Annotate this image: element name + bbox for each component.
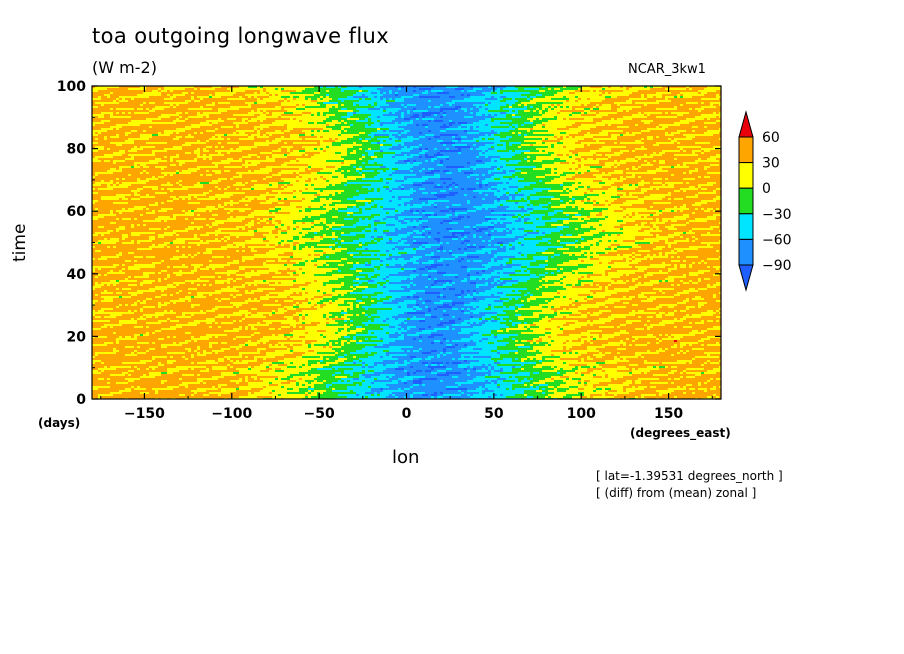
x-axis-units: (degrees_east) [630, 426, 731, 440]
colorbar-label: 30 [762, 156, 780, 172]
model-label: NCAR_3kw1 [628, 62, 706, 77]
colorbar-top-arrow [738, 110, 754, 138]
colorbar-label: −30 [762, 207, 792, 223]
x-tick-label: −100 [211, 406, 252, 422]
y-tick-label: 20 [67, 329, 87, 345]
colorbar-label: −60 [762, 232, 792, 248]
x-axis: −150 −100 −50 0 50 100 150 [100, 86, 713, 422]
y-tick-label: 40 [67, 267, 87, 283]
colorbar-segment [738, 162, 754, 189]
colorbar-bottom-arrow [738, 264, 754, 292]
x-axis-label: lon [392, 447, 420, 468]
chart-units: (W m-2) [92, 58, 157, 77]
colorbar-label: 0 [762, 181, 771, 197]
x-tick-label: 100 [567, 406, 596, 422]
colorbar-segment [738, 213, 754, 240]
x-tick-label: −50 [304, 406, 335, 422]
y-axis-units: (days) [38, 416, 81, 430]
y-tick-label: 0 [76, 392, 86, 408]
y-tick-label: 100 [57, 79, 86, 95]
colorbar-segment [738, 136, 754, 164]
x-tick-label: 50 [484, 406, 504, 422]
colorbar-label: 60 [762, 130, 780, 146]
x-tick-label: −150 [124, 406, 165, 422]
colorbar-segment [738, 238, 754, 266]
chart-title: toa outgoing longwave flux [92, 24, 390, 48]
flux-field [92, 86, 721, 399]
x-tick-label: 150 [654, 406, 683, 422]
colorbar-label: −90 [762, 258, 792, 274]
x-tick-label: 0 [402, 406, 412, 422]
colorbar-segment [738, 187, 754, 215]
colorbar: 60 30 0 −30 −60 −90 [738, 110, 792, 292]
y-tick-label: 80 [67, 142, 87, 158]
y-tick-label: 60 [67, 204, 87, 220]
y-axis: 0 20 40 60 80 100 [57, 79, 721, 408]
diff-note: [ (diff) from (mean) zonal ] [596, 486, 757, 500]
latitude-note: [ lat=-1.39531 degrees_north ] [596, 469, 783, 483]
